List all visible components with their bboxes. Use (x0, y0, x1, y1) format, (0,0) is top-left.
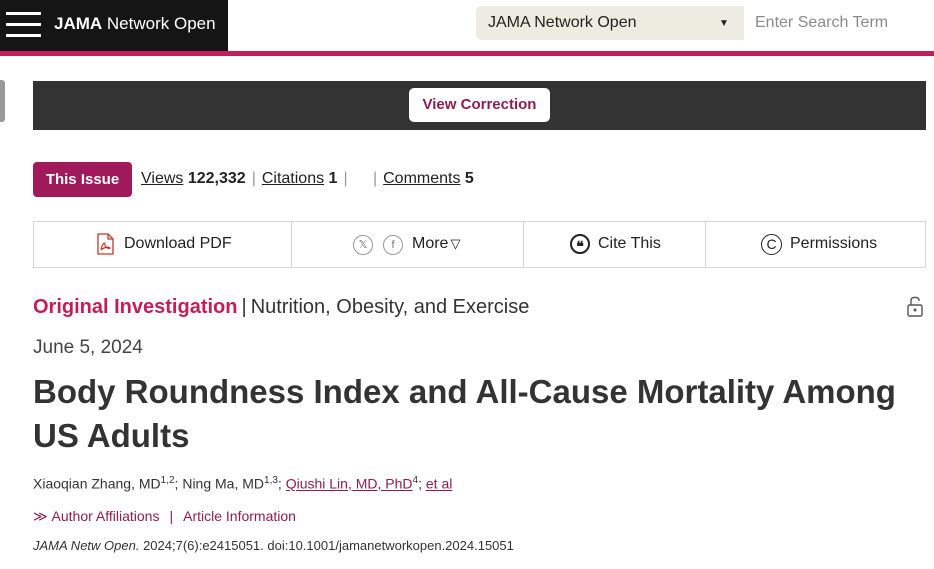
unlock-icon (907, 296, 923, 317)
this-issue-button[interactable]: This Issue (33, 162, 132, 197)
top-header: JAMA Network Open JAMA Network Open ▼ (0, 0, 934, 51)
citations-count: 1 (328, 170, 338, 187)
permissions-label: Permissions (790, 235, 878, 252)
header-accent-line (0, 51, 934, 56)
share-more-group: 𝕏 f More ▽ (292, 222, 524, 267)
author-affiliations-label: Author Affiliations (51, 508, 160, 524)
brand-rest: Network Open (102, 14, 216, 33)
author-list: Xiaoqian Zhang, MD1,2; Ning Ma, MD1,3; Q… (33, 475, 453, 492)
cite-this-label: Cite This (598, 235, 661, 252)
article-information-link[interactable]: Article Information (183, 508, 296, 524)
scroll-handle[interactable] (0, 80, 5, 122)
journal-select[interactable]: JAMA Network Open ▼ (476, 6, 744, 40)
article-category: Original Investigation | Nutrition, Obesit… (33, 296, 529, 319)
et-al-link[interactable]: et al (425, 475, 453, 492)
cite-this-button[interactable]: ❝ Cite This (524, 222, 706, 267)
article-topic[interactable]: Nutrition, Obesity, and Exercise (250, 296, 530, 318)
search-input[interactable] (745, 6, 934, 40)
author-name: Ning Ma, MD (182, 475, 265, 492)
citation-journal: JAMA Netw Open. (33, 538, 140, 553)
author-name: Xiaoqian Zhang, MD (33, 475, 161, 492)
caret-down-icon: ▼ (719, 18, 729, 29)
article-info-links: ≫ Author Affiliations | Article Informatio… (33, 508, 296, 525)
article-title: Body Roundness Index and All-Cause Morta… (33, 373, 896, 454)
citations-link[interactable]: Citations (261, 170, 325, 187)
permissions-button[interactable]: C Permissions (706, 222, 925, 267)
divider: | (372, 170, 378, 187)
author-affiliation-sup: 1,2 (160, 475, 175, 486)
brand-block: JAMA Network Open (0, 0, 228, 51)
view-correction-button[interactable]: View Correction (409, 88, 550, 122)
brand-logo[interactable]: JAMA Network Open (54, 14, 216, 34)
hamburger-menu-icon[interactable] (6, 12, 41, 38)
cite-quote-icon: ❝ (570, 234, 590, 254)
publication-date: June 5, 2024 (33, 337, 143, 358)
views-count: 122,332 (187, 170, 246, 187)
more-label: More (412, 235, 449, 252)
comments-link[interactable]: Comments (383, 170, 461, 187)
pdf-icon (97, 233, 114, 255)
author-affiliation-sup: 4 (412, 475, 419, 486)
author-affiliation-sup: 1,3 (264, 475, 278, 486)
copyright-icon: C (761, 234, 782, 255)
facebook-icon[interactable]: f (383, 235, 403, 255)
more-button[interactable]: More ▽ (412, 235, 460, 253)
citation-details: 2024;7(6):e2415051. doi:10.1001/jamanetw… (139, 538, 514, 553)
views-link[interactable]: Views (141, 170, 184, 187)
brand-bold: JAMA (54, 14, 103, 33)
x-share-icon[interactable]: 𝕏 (353, 235, 373, 255)
divider: | (251, 170, 256, 187)
chevron-right-icon: ≫ (33, 508, 48, 524)
article-toolbar: Download PDF 𝕏 f More ▽ ❝ Cite This C Per… (33, 221, 926, 268)
download-pdf-label: Download PDF (124, 235, 232, 252)
article-citation: JAMA Netw Open. 2024;7(6):e2415051. doi:… (33, 538, 514, 553)
journal-select-value: JAMA Network Open (488, 14, 637, 31)
article-type-link[interactable]: Original Investigation (33, 296, 238, 318)
author-name: Qiushi Lin, MD, PhD (285, 475, 413, 492)
category-separator: | (241, 296, 247, 318)
divider: | (169, 508, 174, 524)
author-link[interactable]: Qiushi Lin, MD, PhD (286, 476, 413, 492)
divider: | (343, 170, 348, 187)
more-caret-icon: ▽ (450, 236, 461, 251)
download-pdf-button[interactable]: Download PDF (34, 222, 292, 267)
author-affiliations-toggle[interactable]: ≫ Author Affiliations (33, 508, 159, 524)
article-metrics: Views 122,332 | Citations 1 | | Comments 5 (141, 170, 474, 188)
comments-count: 5 (464, 170, 474, 187)
